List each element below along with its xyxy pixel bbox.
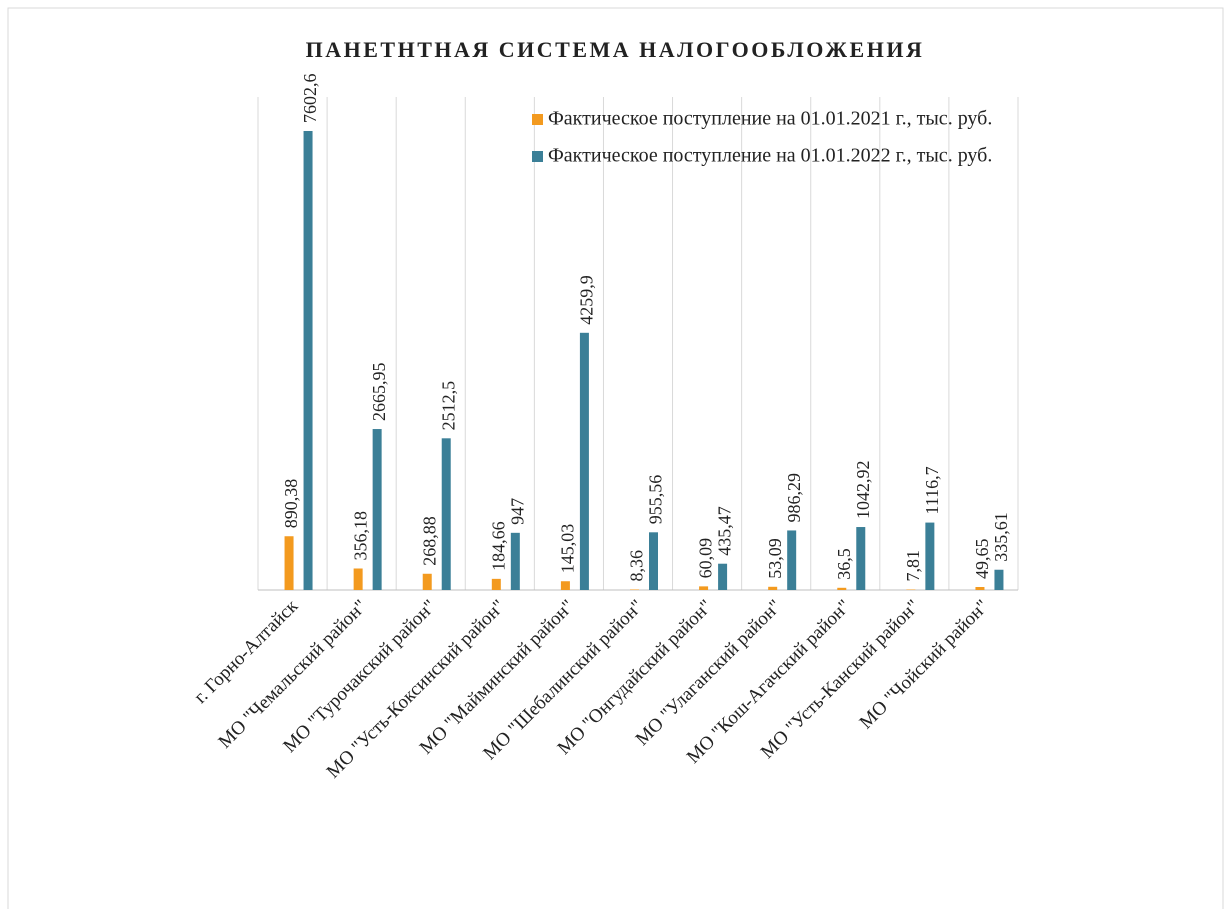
data-label: 60,09	[696, 538, 716, 579]
data-label: 7,81	[903, 550, 923, 582]
data-label: 890,38	[281, 479, 301, 529]
bar	[837, 588, 846, 590]
data-label: 49,65	[972, 539, 992, 580]
bar	[304, 131, 313, 590]
data-label: 1042,92	[853, 461, 873, 520]
bar	[787, 530, 796, 590]
bar	[285, 536, 294, 590]
legend-swatch	[532, 114, 543, 125]
data-label: 335,61	[991, 512, 1011, 562]
chart-title: ПАНЕТНТНАЯ СИСТЕМА НАЛОГООБЛОЖЕНИЯ	[306, 37, 925, 62]
bar	[994, 570, 1003, 590]
data-label: 356,18	[350, 511, 370, 561]
data-label: 184,66	[488, 521, 508, 571]
bar	[373, 429, 382, 590]
bar	[511, 533, 520, 590]
bar	[975, 587, 984, 590]
data-label: 53,09	[765, 538, 785, 579]
bar	[423, 574, 432, 590]
bar	[718, 564, 727, 590]
data-label: 435,47	[715, 506, 735, 556]
bar	[580, 333, 589, 590]
bar	[856, 527, 865, 590]
bar	[492, 579, 501, 590]
data-label: 268,88	[419, 516, 439, 566]
data-label: 2665,95	[369, 363, 389, 422]
data-label: 7602,6	[300, 73, 320, 123]
legend-label: Фактическое поступление на 01.01.2022 г.…	[548, 145, 992, 167]
data-label: 145,03	[558, 524, 578, 574]
bar	[699, 586, 708, 590]
bar	[630, 589, 639, 590]
chart-frame	[8, 8, 1223, 909]
data-label: 1116,7	[922, 466, 942, 514]
bar	[925, 523, 934, 590]
bar	[442, 438, 451, 590]
data-label: 947	[507, 498, 527, 525]
bar	[768, 587, 777, 590]
data-label: 986,29	[784, 473, 804, 523]
data-label: 2512,5	[438, 381, 458, 431]
data-label: 4259,9	[577, 275, 597, 325]
legend-swatch	[532, 151, 543, 162]
data-label: 8,36	[627, 550, 647, 582]
bar	[561, 581, 570, 590]
bar	[649, 532, 658, 590]
bar	[354, 568, 363, 590]
data-label: 36,5	[834, 548, 854, 580]
data-label: 955,56	[646, 475, 666, 525]
legend-label: Фактическое поступление на 01.01.2021 г.…	[548, 108, 992, 130]
